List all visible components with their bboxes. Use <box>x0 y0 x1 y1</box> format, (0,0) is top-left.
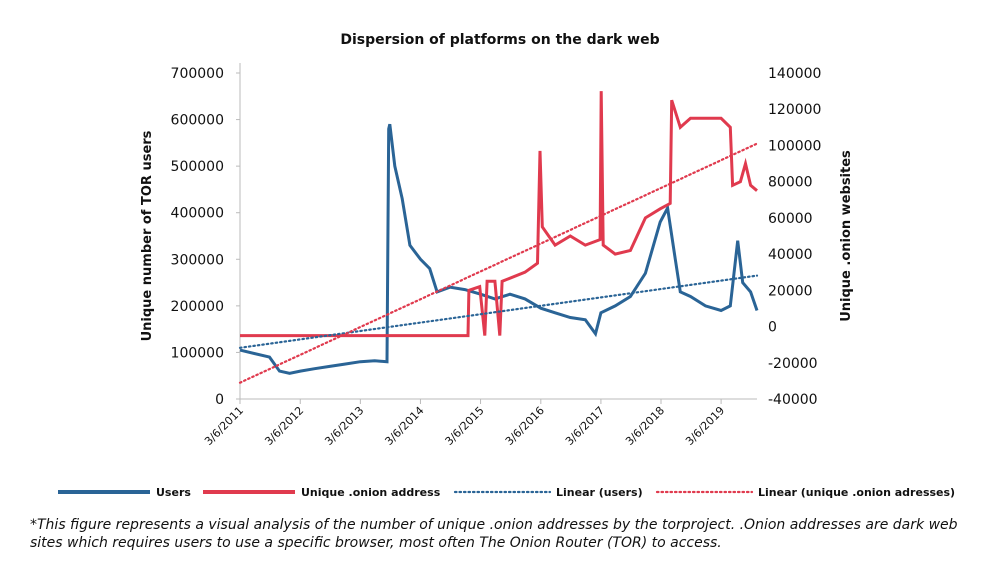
legend-label: Linear (users) <box>556 486 643 499</box>
trend-line <box>238 274 759 349</box>
x-tick-label: 3/6/2018 <box>623 404 667 448</box>
y2-tick-label: 20000 <box>768 283 813 299</box>
x-tick-label: 3/6/2014 <box>382 404 426 448</box>
trend-line <box>238 142 759 384</box>
y2-tick-label: 120000 <box>768 102 821 118</box>
footnote: *This figure represents a visual analysi… <box>30 517 958 551</box>
y-tick-label: 600000 <box>171 113 224 129</box>
y2-tick-label: 100000 <box>768 138 821 154</box>
x-tick-label: 3/6/2011 <box>202 404 246 448</box>
y-tick-label: 100000 <box>171 345 224 361</box>
legend-label: Users <box>156 486 191 499</box>
y-tick-label: 500000 <box>171 159 224 175</box>
y2-tick-label: 80000 <box>768 175 813 191</box>
x-tick-label: 3/6/2017 <box>563 404 607 448</box>
y-tick-label: 700000 <box>171 66 224 82</box>
y2-axis-title: Unique .onion websites <box>839 150 854 322</box>
legend-label: Linear (unique .onion adresses) <box>758 486 955 499</box>
y-axis-title: Unique number of TOR users <box>140 130 155 341</box>
x-tick-label: 3/6/2012 <box>262 404 306 448</box>
chart-title: Dispersion of platforms on the dark web <box>340 32 659 48</box>
y-tick-label: 0 <box>215 392 224 408</box>
y2-tick-label: 0 <box>768 320 777 336</box>
y-tick-label: 200000 <box>171 299 224 315</box>
note-box: *This figure represents a visual analysi… <box>30 517 958 551</box>
x-tick-label: 3/6/2016 <box>503 404 547 448</box>
y-tick-label: 300000 <box>171 252 224 268</box>
y2-tick-label: 60000 <box>768 211 813 227</box>
legend-label: Unique .onion address <box>301 486 441 499</box>
y2-tick-label: 40000 <box>768 247 813 263</box>
y-tick-label: 400000 <box>171 206 224 222</box>
x-tick-label: 3/6/2013 <box>322 404 366 448</box>
y2-tick-label: 140000 <box>768 66 821 82</box>
y2-tick-label: -20000 <box>768 356 818 372</box>
x-tick-label: 3/6/2015 <box>443 404 487 448</box>
series-line <box>240 91 758 338</box>
y2-tick-label: -40000 <box>768 392 818 408</box>
x-tick-label: 3/6/2019 <box>683 404 727 448</box>
